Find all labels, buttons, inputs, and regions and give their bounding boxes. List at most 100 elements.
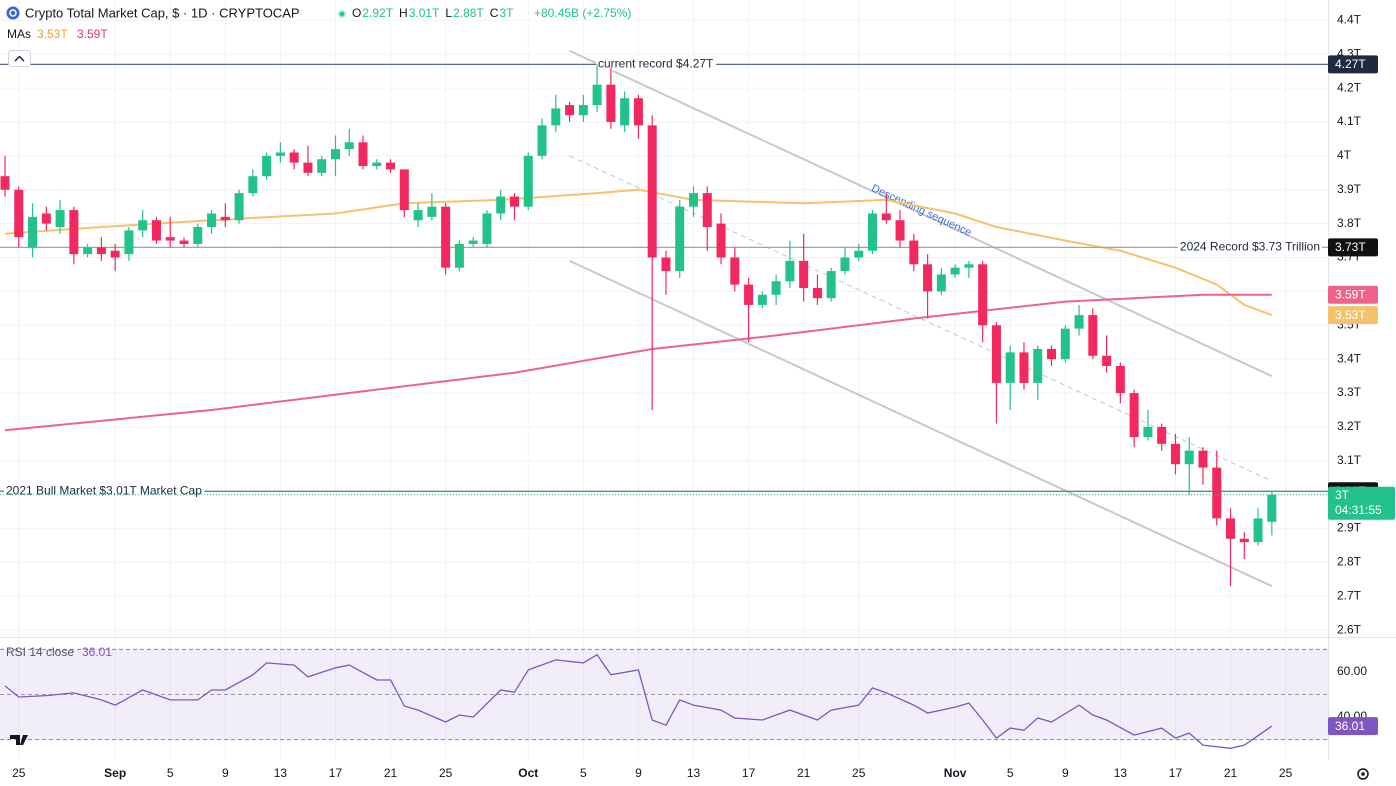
candle-body [165,237,175,241]
candle-body [881,213,891,221]
horizontal-line-label: 2024 Record $3.73 Trillion [1180,240,1320,254]
candle-body [1267,494,1277,522]
moving-average [4,188,1273,317]
ma-legend-value: 3.59T [77,27,108,41]
x-tick-label: 5 [167,766,174,780]
candle-body [468,240,478,244]
ma-tag-bg [1328,285,1378,304]
y-tick-label: 3.3T [1337,385,1362,399]
candle-body [923,264,933,292]
candle-body [757,294,767,305]
x-tick-label: 21 [384,766,398,780]
market-status-dot [339,11,345,17]
trendline [569,155,1273,482]
x-tick-label: 5 [1007,766,1014,780]
x-tick-label: 17 [742,766,756,780]
candle-body [317,159,327,173]
ohlc-value: 3T [499,6,514,20]
settings-icon-center [1361,772,1365,776]
x-tick-label: 25 [439,766,453,780]
rsi-line [4,653,1273,749]
rsi-title: RSI 14 close [6,645,74,659]
candle-body [1005,352,1015,383]
candle-body [633,98,643,126]
candle-body [1170,443,1180,465]
candle-body [399,169,409,211]
ohlc-value: 2.92T [362,6,393,20]
x-tick-label: 25 [1279,766,1293,780]
candle-body [620,98,630,126]
x-tick-label: 21 [1224,766,1238,780]
candle-body [702,193,712,228]
candle-body [496,196,506,214]
symbol-icon-ring [9,9,17,17]
ma-tag: 3.53T [1335,308,1366,322]
last-price-tag: 3T [1335,488,1350,502]
x-tick-label: Nov [944,766,967,780]
price-tag-bg [1328,55,1378,74]
x-tick-label: 9 [635,766,642,780]
candle-body [344,142,354,150]
countdown: 04:31:55 [1335,503,1382,517]
candle-body [785,260,795,282]
candle-body [207,213,217,228]
candle-body [826,271,836,299]
horizontal-line-label-bg [1177,239,1322,254]
candle-body [28,216,38,248]
candle-body [413,210,423,221]
candle-body [895,220,905,241]
candle-body [234,193,244,221]
candle-body [592,84,602,106]
candle-body [1033,348,1043,383]
y-tick-label: 2.9T [1337,521,1362,535]
ohlc-key: L [445,6,452,20]
candle-body [551,108,561,126]
candle-body [909,240,919,265]
candle-body [744,284,754,305]
candle-body [812,288,822,299]
ma-legend-value: 3.53T [37,27,68,41]
logo [10,735,28,745]
candle-body [565,105,575,116]
moving-average [4,293,1272,432]
candle-body [303,162,313,173]
trendline [569,49,1273,378]
y-tick-label: 2.7T [1337,589,1362,603]
ohlc-value: 3.01T [409,6,440,20]
rsi-tick-label: 60.00 [1337,664,1367,678]
x-tick-label: 5 [580,766,587,780]
y-tick-label: 3.2T [1337,419,1362,433]
ma-tag-bg [1328,306,1378,325]
candle-body [1102,355,1112,366]
x-tick-label: 17 [1169,766,1183,780]
candle-body [606,84,616,122]
x-tick-label: 21 [797,766,811,780]
candle-body [840,257,850,272]
candle-body [854,250,864,258]
candle-body [1143,426,1153,438]
collapse-button[interactable] [8,50,31,67]
candle-body [1074,315,1084,329]
candle-body [372,162,382,167]
y-tick-label: 3.8T [1337,216,1362,230]
x-tick-label: Sep [104,766,126,780]
candle-body [1198,450,1208,468]
y-tick-label: 3.4T [1337,351,1362,365]
settings-icon[interactable] [1357,768,1369,780]
candle-body [83,247,93,255]
candle-body [289,152,299,163]
x-tick-label: 13 [1114,766,1128,780]
candle-body [55,210,65,228]
candle-body [193,227,203,244]
candle-body [110,250,120,258]
candle-body [1060,328,1070,360]
y-tick-label: 4.4T [1337,13,1362,27]
candle-body [537,125,547,156]
ohlc-key: H [399,6,408,20]
candle-body [1212,467,1222,519]
price-change: +80.45B (+2.75%) [534,6,631,20]
y-tick-label: 3.9T [1337,182,1362,196]
y-tick-label: 4T [1337,148,1352,162]
candle-body [1253,518,1263,543]
